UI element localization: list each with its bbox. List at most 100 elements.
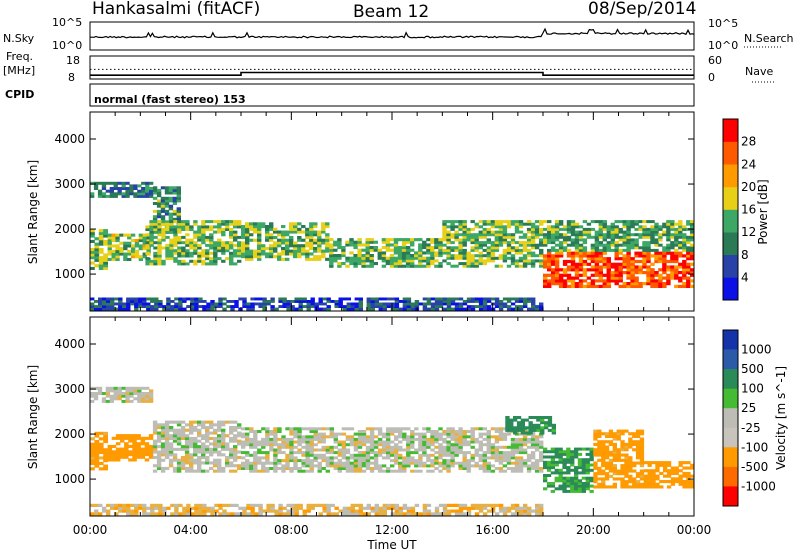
- noise-left-tick-low: 10^0: [52, 39, 82, 52]
- echo-cell: [626, 257, 631, 261]
- echo-cell: [620, 453, 625, 457]
- echo-cell: [554, 230, 560, 234]
- echo-cell: [690, 251, 695, 255]
- echo-cell: [270, 503, 275, 507]
- echo-cell: [566, 447, 571, 451]
- echo-cell: [462, 437, 467, 441]
- echo-cell: [522, 235, 528, 239]
- echo-cell: [365, 456, 371, 460]
- echo-cell: [558, 246, 564, 250]
- echo-cell: [514, 230, 520, 234]
- echo-cell: [156, 453, 162, 457]
- echo-cell: [643, 485, 648, 489]
- echo-cell: [651, 482, 656, 486]
- echo-cell: [134, 509, 139, 513]
- echo-cell: [482, 241, 487, 245]
- echo-cell: [313, 222, 318, 226]
- echo-cell: [430, 259, 435, 263]
- echo-cell: [373, 443, 379, 447]
- echo-cell: [386, 448, 391, 452]
- echo-cell: [509, 418, 514, 422]
- echo-cell: [639, 450, 645, 454]
- echo-cell: [410, 305, 416, 308]
- echo-cell: [197, 450, 202, 454]
- echo-cell: [94, 307, 99, 311]
- echo-cell: [144, 450, 150, 454]
- echo-cell: [217, 428, 222, 432]
- echo-cell: [530, 437, 536, 441]
- echo-cell: [474, 259, 479, 263]
- echo-cell: [634, 259, 639, 264]
- echo-cell: [273, 255, 278, 259]
- echo-cell: [682, 238, 687, 242]
- echo-cell: [585, 487, 590, 491]
- echo-cell: [482, 432, 487, 436]
- echo-cell: [654, 227, 659, 231]
- echo-cell: [377, 464, 383, 468]
- echo-cell: [678, 254, 683, 258]
- echo-cell: [138, 236, 143, 240]
- echo-cell: [628, 464, 633, 468]
- noise-right-tick-high: 10^5: [708, 17, 738, 30]
- echo-cell: [422, 512, 428, 516]
- echo-cell: [107, 455, 113, 459]
- echo-cell: [534, 230, 540, 234]
- echo-cell: [333, 451, 338, 455]
- echo-cell: [182, 300, 187, 303]
- echo-cell: [153, 259, 158, 263]
- echo-cell: [602, 273, 607, 277]
- echo-cell: [289, 453, 294, 457]
- echo-cell: [149, 194, 154, 198]
- echo-cell: [353, 440, 359, 444]
- echo-cell: [502, 509, 508, 513]
- echo-cell: [554, 235, 560, 239]
- echo-cell: [650, 282, 655, 286]
- echo-cell: [381, 251, 387, 255]
- echo-cell: [639, 432, 645, 436]
- echo-cell: [670, 257, 675, 261]
- echo-cell: [353, 259, 358, 263]
- echo-cell: [639, 461, 645, 465]
- echo-cell: [185, 225, 190, 229]
- echo-cell: [626, 248, 631, 252]
- echo-cell: [115, 233, 120, 237]
- echo-cell: [289, 222, 294, 226]
- echo-cell: [293, 461, 298, 465]
- echo-cell: [156, 204, 162, 208]
- echo-cell: [149, 243, 154, 247]
- echo-cell: [118, 297, 123, 301]
- echo-cell: [97, 389, 103, 393]
- echo-cell: [381, 443, 387, 447]
- echo-cell: [562, 271, 568, 275]
- echo-cell: [601, 477, 606, 481]
- echo-cell: [98, 300, 103, 303]
- echo-cell: [442, 222, 447, 226]
- echo-cell: [608, 450, 614, 454]
- echo-cell: [494, 445, 500, 449]
- echo-cell: [624, 456, 629, 460]
- echo-cell: [94, 461, 100, 465]
- echo-cell: [156, 202, 162, 205]
- echo-cell: [602, 279, 607, 283]
- echo-cell: [690, 243, 695, 247]
- echo-cell: [309, 469, 314, 473]
- echo-cell: [654, 279, 659, 283]
- echo-cell: [414, 503, 420, 507]
- echo-cell: [643, 482, 648, 486]
- echo-cell: [434, 440, 439, 444]
- echo-cell: [213, 246, 218, 250]
- echo-cell: [589, 484, 594, 488]
- echo-cell: [101, 184, 107, 188]
- echo-cell: [450, 241, 455, 245]
- echo-cell: [201, 453, 206, 457]
- echo-cell: [133, 392, 138, 395]
- echo-cell: [663, 480, 668, 484]
- echo-cell: [446, 459, 451, 463]
- echo-cell: [209, 431, 214, 435]
- echo-cell: [642, 235, 647, 239]
- echo-cell: [197, 469, 202, 473]
- echo-cell: [378, 307, 383, 311]
- echo-cell: [209, 466, 214, 470]
- echo-cell: [622, 259, 627, 264]
- echo-cell: [297, 236, 302, 240]
